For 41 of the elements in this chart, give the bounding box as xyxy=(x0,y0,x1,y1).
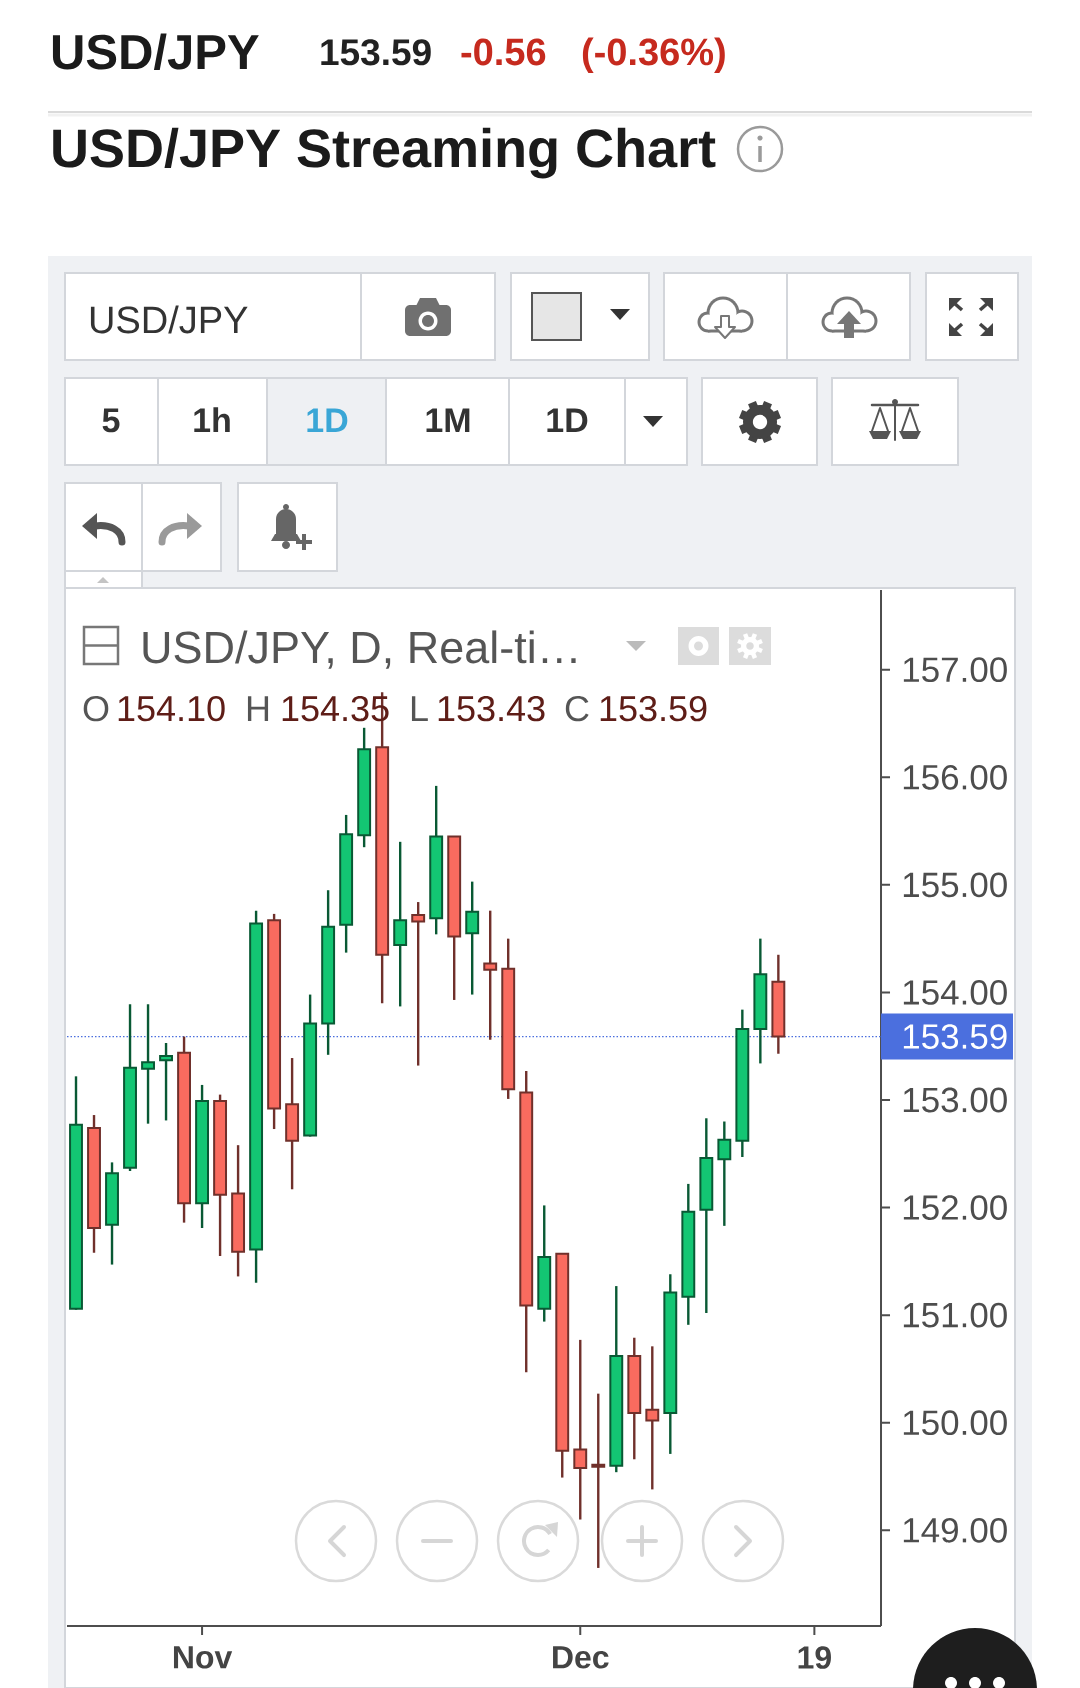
annotation: O xyxy=(83,695,109,722)
candlestick xyxy=(465,880,480,996)
text: 1D xyxy=(547,408,588,433)
y-tick-label: 157.00 xyxy=(903,657,1007,683)
x-tick-label: 19 xyxy=(798,1646,831,1669)
text: 1M xyxy=(426,408,470,433)
text: 153.59 xyxy=(321,39,431,66)
candlestick xyxy=(645,1345,660,1491)
text: 1h xyxy=(194,407,230,433)
candlestick xyxy=(483,909,498,1041)
x-tick-label: Nov xyxy=(173,1646,233,1669)
annotation: 153.59 xyxy=(600,695,707,722)
chart-title: USD/JPY Streaming Chart xyxy=(53,127,716,179)
ref-line-label: 153.59 xyxy=(903,1024,1007,1049)
y-tick-label: 153.00 xyxy=(903,1087,1007,1113)
annotation: 153.43 xyxy=(438,695,545,722)
annotation: C xyxy=(565,695,589,722)
candlestick xyxy=(141,1003,155,1125)
y-tick-label: 155.00 xyxy=(903,872,1007,898)
annotation: USD/JPY, D, Real-ti… xyxy=(143,630,576,669)
text: -0.56 xyxy=(461,38,546,66)
x-tick-label: Dec xyxy=(553,1646,609,1669)
y-tick-label: 151.00 xyxy=(903,1302,1007,1328)
y-tick-label: 152.00 xyxy=(903,1195,1007,1220)
candlestick xyxy=(159,1041,173,1122)
y-tick-label: 150.00 xyxy=(903,1410,1007,1436)
annotation: H xyxy=(247,696,269,722)
candlestick xyxy=(411,900,426,1067)
y-tick-label: 154.00 xyxy=(903,980,1007,1005)
y-tick-label: 149.00 xyxy=(903,1517,1007,1543)
text: 5 xyxy=(102,408,120,433)
annotation: 154.10 xyxy=(118,695,225,722)
text: 1D xyxy=(307,408,348,433)
text: USD/JPY xyxy=(52,33,259,70)
annotation: L xyxy=(411,696,428,722)
candlestick xyxy=(717,1120,732,1228)
candlestick xyxy=(573,1338,588,1521)
text: (-0.36%) xyxy=(582,37,725,73)
text: USD/JPY xyxy=(90,305,248,334)
candlestick xyxy=(591,1392,606,1570)
y-tick-label: 156.00 xyxy=(903,764,1007,790)
